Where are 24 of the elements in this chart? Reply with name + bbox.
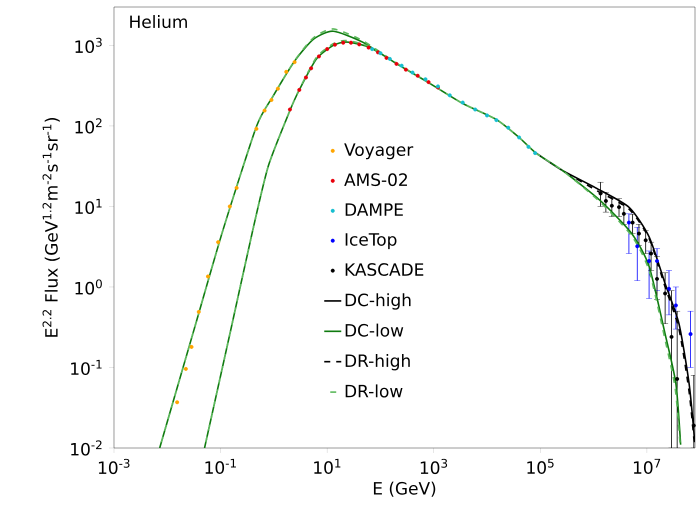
legend-label: KASCADE: [346, 263, 424, 276]
y-tick-label: 10$^{0}$: [75, 279, 102, 295]
y-tick-label: 10$^{3}$: [75, 38, 102, 54]
legend-label: Voyager: [344, 143, 414, 160]
y-tick-label: 10$^{-2}$: [71, 440, 102, 456]
legend-label: DC-low: [346, 324, 404, 337]
x-tick-label: 10$^{1}$: [314, 458, 340, 474]
legend-label: DR-high: [346, 354, 410, 370]
y-tick-label: 10$^{1}$: [75, 198, 102, 214]
legend-label: AMS-02: [344, 173, 407, 186]
x-tick-label: 10$^{-3}$: [98, 458, 130, 474]
y-tick-label: 10$^{-1}$: [71, 360, 102, 376]
x-tick-label: 10$^{5}$: [527, 458, 554, 474]
legend-label: DR-low: [346, 384, 403, 398]
legend-label: DC-high: [346, 293, 411, 310]
x-axis-title: E (GeV): [374, 482, 436, 497]
x-tick-label: 10$^{-1}$: [206, 458, 236, 474]
annotation: Helium: [130, 15, 187, 28]
legend-label: DAMPE: [346, 203, 403, 216]
y-tick-label: 10$^{2}$: [75, 118, 102, 134]
x-tick-label: 10$^{7}$: [634, 458, 660, 474]
legend-label: IceTop: [346, 233, 396, 250]
x-tick-label: 10$^{3}$: [420, 458, 448, 474]
text: E$^{2.2}$ Flux (GeV$^{1.2}$m$^{-2}$s$^{-1}$sr$^{-1}$): [42, 118, 60, 337]
